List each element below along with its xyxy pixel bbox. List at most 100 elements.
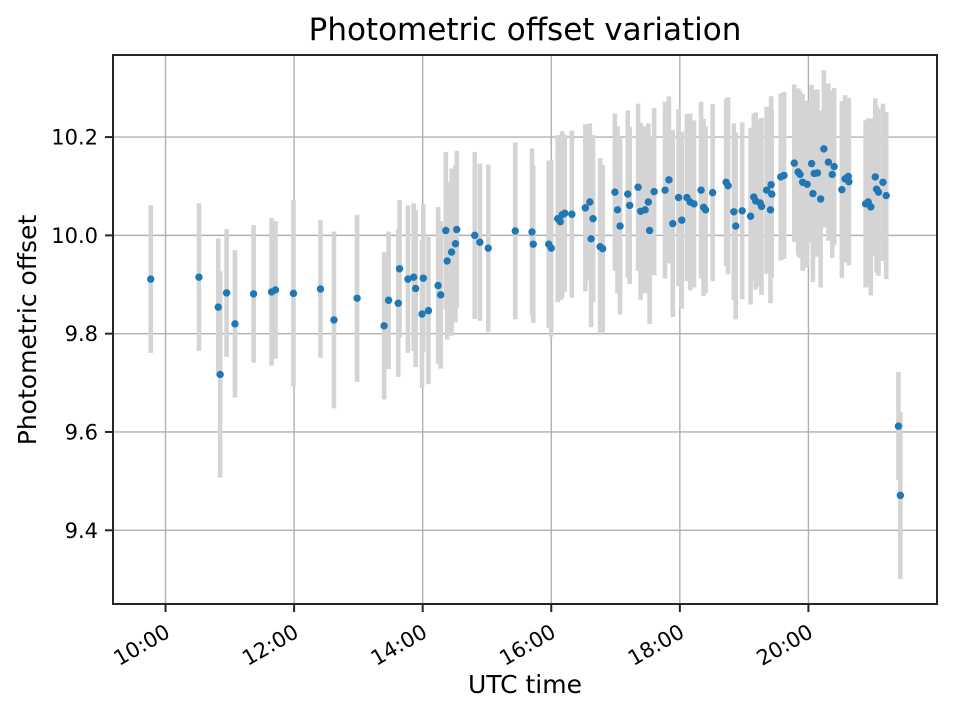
data-point (418, 310, 426, 318)
data-point (419, 274, 428, 282)
data-point (589, 214, 597, 223)
data-point (879, 178, 887, 186)
data-point (424, 306, 433, 315)
error-bars (148, 70, 903, 579)
data-point (746, 212, 755, 220)
tick-marks (105, 136, 810, 612)
x-tick-labels: 10:00 12:00 14:00 16:00 18:00 20:00 (110, 620, 817, 671)
data-point (838, 185, 846, 194)
data-point (874, 188, 883, 196)
x-tick-label: 16:00 (495, 620, 559, 671)
data-point (845, 178, 853, 186)
data-point (724, 182, 732, 190)
data-point (674, 193, 683, 202)
data-point (803, 180, 811, 188)
y-tick-labels: 9.4 9.6 9.8 10.0 10.2 (51, 126, 98, 543)
data-point (616, 222, 624, 230)
data-point (409, 273, 418, 281)
plot-frame (112, 54, 938, 605)
data-point (581, 204, 590, 212)
data-point (894, 422, 903, 430)
data-point (330, 316, 338, 324)
y-tick-label: 9.8 (65, 322, 98, 346)
data-point (443, 257, 451, 265)
data-point (556, 217, 564, 226)
data-point (634, 183, 642, 191)
data-point (586, 198, 594, 206)
data-point (780, 171, 788, 180)
data-point (767, 181, 775, 189)
y-tick-label: 10.0 (51, 224, 98, 248)
x-tick-label: 12:00 (238, 620, 302, 671)
data-point (447, 248, 456, 256)
x-axis-label: UTC time (468, 670, 582, 699)
y-tick-label: 9.6 (65, 420, 98, 444)
y-axis-label: Photometric offset (13, 215, 42, 446)
data-point (813, 169, 822, 177)
data-point (690, 200, 698, 208)
x-tick-label: 10:00 (110, 620, 174, 671)
data-point (669, 219, 677, 228)
data-point (511, 227, 519, 235)
data-point (411, 284, 420, 293)
data-point (844, 172, 852, 181)
data-point (611, 188, 619, 196)
data-point (828, 170, 836, 179)
data-point (824, 158, 833, 166)
data-point (195, 273, 203, 281)
data-point (807, 159, 816, 168)
data-point (762, 186, 771, 194)
data-point (471, 231, 479, 240)
y-tick-label: 9.4 (65, 519, 98, 543)
data-point (665, 176, 673, 184)
data-point (453, 225, 461, 234)
x-tick-label: 14:00 (367, 620, 431, 671)
data-point (442, 226, 450, 235)
y-tick-label: 10.2 (51, 126, 98, 150)
data-point (661, 186, 669, 194)
data-point (790, 159, 798, 167)
data-point (249, 290, 258, 298)
data-point (395, 265, 404, 273)
data-point (451, 240, 460, 248)
data-point (820, 145, 828, 153)
data-point (216, 370, 224, 379)
data-point (271, 286, 280, 294)
data-point (484, 244, 492, 252)
data-point (561, 209, 569, 217)
data-point (624, 190, 632, 198)
data-point (289, 289, 298, 298)
data-point (830, 162, 838, 171)
data-point (547, 244, 555, 252)
data-point (896, 491, 905, 500)
data-point (816, 195, 825, 203)
data-point (529, 240, 537, 248)
data-point (871, 173, 879, 181)
data-point (867, 203, 875, 211)
x-tick-label: 20:00 (752, 620, 816, 671)
data-point (678, 216, 686, 224)
data-point (796, 170, 804, 179)
chart-title: Photometric offset variation (309, 12, 742, 48)
data-point (587, 235, 595, 243)
data-point (613, 206, 622, 214)
data-point (394, 299, 402, 307)
data-point (645, 226, 654, 235)
data-point (644, 198, 653, 206)
data-point (222, 289, 231, 297)
data-point (476, 238, 484, 246)
data-point (384, 296, 393, 304)
data-point (404, 275, 412, 283)
data-point (380, 322, 388, 330)
data-point (528, 228, 536, 236)
data-point (436, 291, 445, 299)
data-point (434, 281, 442, 290)
data-point (214, 303, 222, 311)
data-point (701, 206, 710, 214)
data-point (809, 189, 817, 198)
data-point (598, 244, 607, 253)
data-point (568, 210, 576, 218)
data-point (732, 222, 740, 230)
